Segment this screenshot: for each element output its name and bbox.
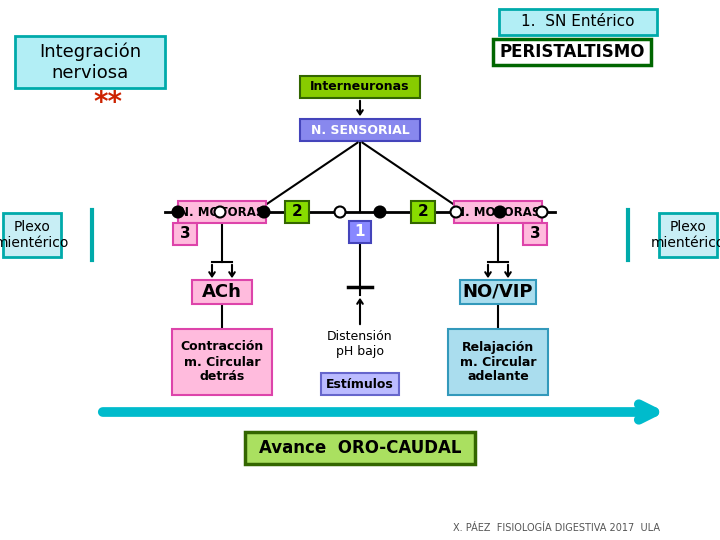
Text: 3: 3 <box>180 226 190 241</box>
FancyBboxPatch shape <box>285 201 309 223</box>
FancyBboxPatch shape <box>15 36 165 88</box>
FancyBboxPatch shape <box>3 213 61 257</box>
FancyBboxPatch shape <box>321 373 399 395</box>
Text: 1.  SN Entérico: 1. SN Entérico <box>521 15 635 30</box>
Text: Integración
nerviosa: Integración nerviosa <box>39 42 141 82</box>
Circle shape <box>374 206 385 218</box>
Text: 2: 2 <box>418 205 428 219</box>
Circle shape <box>536 206 547 218</box>
Circle shape <box>495 206 505 218</box>
Text: N. SENSORIAL: N. SENSORIAL <box>310 124 410 137</box>
Circle shape <box>335 206 346 218</box>
Text: Avance  ORO-CAUDAL: Avance ORO-CAUDAL <box>258 439 462 457</box>
Text: Distensión
pH bajo: Distensión pH bajo <box>327 330 393 358</box>
Text: N. MOTORAS: N. MOTORAS <box>179 206 265 219</box>
Text: **: ** <box>94 89 122 117</box>
Circle shape <box>258 206 269 218</box>
Text: Interneuronas: Interneuronas <box>310 80 410 93</box>
FancyBboxPatch shape <box>448 329 548 395</box>
FancyBboxPatch shape <box>300 119 420 141</box>
Text: X. PÁEZ  FISIOLOGÍA DIGESTIVA 2017  ULA: X. PÁEZ FISIOLOGÍA DIGESTIVA 2017 ULA <box>453 523 660 533</box>
FancyBboxPatch shape <box>460 280 536 304</box>
Text: Estímulos: Estímulos <box>326 377 394 390</box>
FancyBboxPatch shape <box>192 280 252 304</box>
Circle shape <box>173 206 184 218</box>
FancyBboxPatch shape <box>300 76 420 98</box>
FancyBboxPatch shape <box>245 432 475 464</box>
FancyBboxPatch shape <box>523 223 547 245</box>
FancyBboxPatch shape <box>454 201 542 223</box>
Text: Plexo
mientérico: Plexo mientérico <box>651 220 720 250</box>
FancyBboxPatch shape <box>349 221 371 243</box>
FancyBboxPatch shape <box>178 201 266 223</box>
Circle shape <box>451 206 462 218</box>
Text: NO/VIP: NO/VIP <box>463 283 534 301</box>
FancyBboxPatch shape <box>411 201 435 223</box>
Text: 2: 2 <box>292 205 302 219</box>
Text: 1: 1 <box>355 225 365 240</box>
FancyBboxPatch shape <box>499 9 657 35</box>
Text: Contracción
m. Circular
detrás: Contracción m. Circular detrás <box>181 341 264 383</box>
Text: Plexo
mientérico: Plexo mientérico <box>0 220 69 250</box>
Text: ACh: ACh <box>202 283 242 301</box>
FancyBboxPatch shape <box>173 223 197 245</box>
FancyBboxPatch shape <box>659 213 717 257</box>
Text: Relajación
m. Circular
adelante: Relajación m. Circular adelante <box>460 341 536 383</box>
FancyBboxPatch shape <box>493 39 651 65</box>
FancyBboxPatch shape <box>172 329 272 395</box>
Text: PERISTALTISMO: PERISTALTISMO <box>499 43 644 61</box>
Text: N. MOTORAS: N. MOTORAS <box>455 206 541 219</box>
Text: 3: 3 <box>530 226 540 241</box>
Circle shape <box>215 206 225 218</box>
